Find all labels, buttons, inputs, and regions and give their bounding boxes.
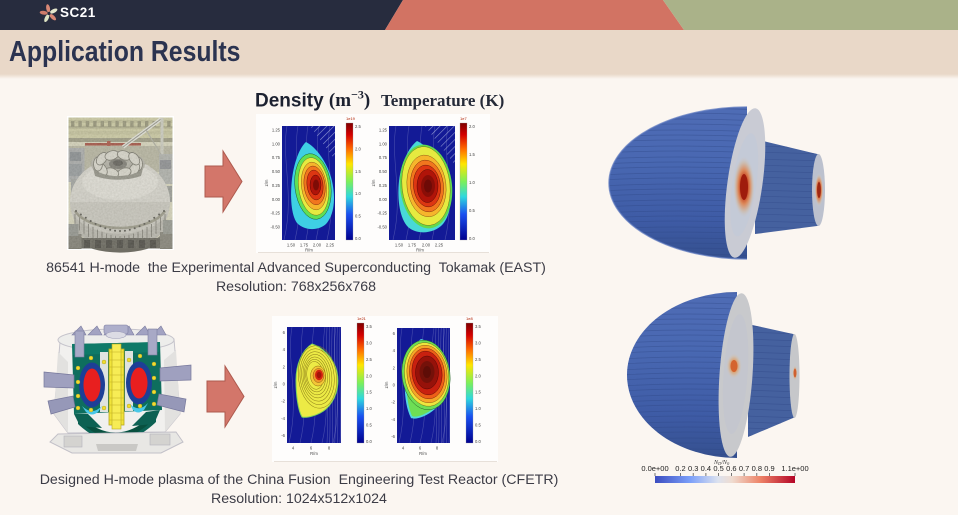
svg-text:4: 4 [393, 348, 396, 353]
svg-text:z/m: z/m [264, 179, 269, 186]
svg-text:0.75: 0.75 [272, 155, 281, 160]
svg-text:2.0: 2.0 [366, 373, 372, 378]
svg-text:1.00: 1.00 [379, 141, 388, 146]
svg-text:1e8: 1e8 [466, 316, 473, 321]
svg-text:2.5: 2.5 [355, 124, 361, 129]
svg-text:z/m: z/m [273, 381, 278, 388]
svg-text:1.0: 1.0 [355, 191, 361, 196]
svg-text:0.5: 0.5 [355, 214, 361, 219]
svg-text:6: 6 [419, 446, 422, 451]
svg-text:-6: -6 [391, 434, 395, 439]
svg-text:1.0: 1.0 [366, 406, 372, 411]
svg-text:2.0: 2.0 [355, 146, 361, 151]
svg-text:1.0: 1.0 [469, 180, 475, 185]
svg-text:-4: -4 [391, 417, 395, 422]
svg-text:0.4: 0.4 [701, 464, 711, 473]
svg-text:8: 8 [436, 446, 439, 451]
svg-text:-0.25: -0.25 [270, 211, 280, 216]
svg-text:1.5: 1.5 [469, 152, 475, 157]
svg-text:0.5: 0.5 [366, 423, 372, 428]
svg-text:R/m: R/m [305, 248, 313, 253]
svg-text:4: 4 [402, 446, 405, 451]
svg-text:0.00: 0.00 [379, 197, 388, 202]
svg-text:0.9: 0.9 [764, 464, 774, 473]
svg-text:-4: -4 [281, 416, 285, 421]
svg-text:0.6: 0.6 [726, 464, 736, 473]
svg-text:0.25: 0.25 [379, 183, 388, 188]
svg-text:0.2: 0.2 [675, 464, 685, 473]
svg-text:R/m: R/m [310, 451, 318, 456]
svg-text:-0.50: -0.50 [377, 225, 387, 230]
svg-text:0.5: 0.5 [469, 208, 475, 213]
svg-text:1.50: 1.50 [395, 243, 404, 248]
svg-text:0.7: 0.7 [739, 464, 749, 473]
svg-text:1e7: 1e7 [460, 116, 467, 121]
svg-text:0: 0 [393, 383, 396, 388]
svg-text:1.5: 1.5 [475, 390, 481, 395]
svg-text:4: 4 [283, 347, 286, 352]
svg-text:3.5: 3.5 [366, 324, 372, 329]
svg-text:1.00: 1.00 [272, 141, 281, 146]
svg-text:2: 2 [393, 365, 396, 370]
svg-text:0.3: 0.3 [688, 464, 698, 473]
svg-text:R/m: R/m [419, 451, 427, 456]
svg-text:ND/N0: ND/N0 [713, 460, 730, 466]
svg-text:2.00: 2.00 [422, 243, 431, 248]
svg-text:3.0: 3.0 [366, 340, 372, 345]
svg-text:2.0: 2.0 [475, 373, 481, 378]
svg-text:1.0: 1.0 [475, 406, 481, 411]
svg-text:6: 6 [283, 330, 286, 335]
svg-text:2.25: 2.25 [326, 243, 335, 248]
svg-text:1.25: 1.25 [272, 128, 281, 133]
svg-text:1.75: 1.75 [300, 243, 309, 248]
svg-text:z/m: z/m [384, 381, 389, 388]
svg-text:0.5: 0.5 [475, 423, 481, 428]
svg-text:1.25: 1.25 [379, 128, 388, 133]
svg-text:3.0: 3.0 [475, 340, 481, 345]
svg-text:0.0: 0.0 [475, 439, 481, 444]
svg-text:1e19: 1e19 [346, 116, 356, 121]
svg-text:-6: -6 [281, 433, 285, 438]
svg-text:2.5: 2.5 [366, 357, 372, 362]
svg-text:2.25: 2.25 [435, 243, 444, 248]
svg-text:6: 6 [393, 331, 396, 336]
svg-text:0.50: 0.50 [272, 169, 281, 174]
svg-text:1.1e+00: 1.1e+00 [781, 464, 808, 473]
svg-text:0.0: 0.0 [469, 236, 475, 241]
svg-text:1.50: 1.50 [287, 243, 296, 248]
svg-text:0.0e+00: 0.0e+00 [641, 464, 668, 473]
svg-text:-0.50: -0.50 [270, 225, 280, 230]
svg-text:0: 0 [283, 382, 286, 387]
svg-text:4: 4 [292, 446, 295, 451]
svg-text:6: 6 [310, 446, 313, 451]
svg-text:1.75: 1.75 [408, 243, 417, 248]
svg-text:0.0: 0.0 [355, 236, 361, 241]
svg-text:0.50: 0.50 [379, 169, 388, 174]
svg-text:0.0: 0.0 [366, 439, 372, 444]
svg-text:0.5: 0.5 [713, 464, 723, 473]
svg-text:-2: -2 [281, 399, 285, 404]
svg-text:z/m: z/m [371, 179, 376, 186]
svg-text:1.5: 1.5 [355, 169, 361, 174]
svg-text:0.00: 0.00 [272, 197, 281, 202]
svg-text:3.5: 3.5 [475, 324, 481, 329]
svg-text:8: 8 [328, 446, 331, 451]
svg-text:-2: -2 [391, 400, 395, 405]
svg-text:1e21: 1e21 [357, 316, 367, 321]
svg-text:R/m: R/m [416, 248, 424, 253]
svg-text:2: 2 [283, 364, 286, 369]
svg-text:1.5: 1.5 [366, 390, 372, 395]
svg-text:0.8: 0.8 [752, 464, 762, 473]
svg-text:0.75: 0.75 [379, 155, 388, 160]
svg-text:-0.25: -0.25 [377, 211, 387, 216]
svg-text:2.00: 2.00 [313, 243, 322, 248]
svg-text:0.25: 0.25 [272, 183, 281, 188]
svg-text:2.5: 2.5 [475, 357, 481, 362]
svg-text:2.0: 2.0 [469, 124, 475, 129]
